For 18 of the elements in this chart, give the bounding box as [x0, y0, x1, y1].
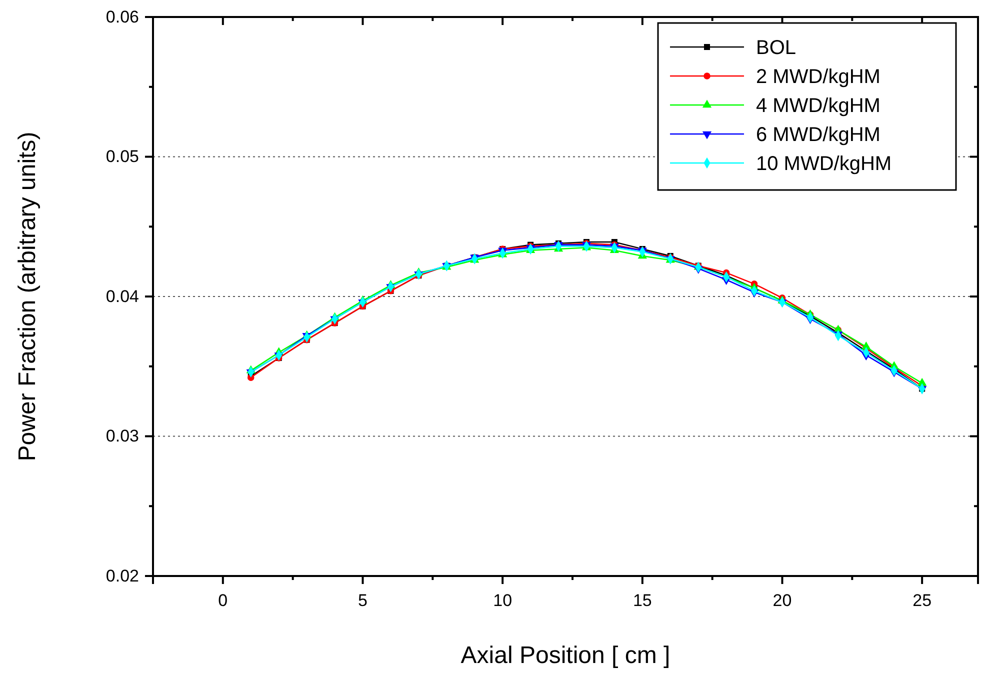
y-tick-label: 0.02	[106, 566, 139, 586]
x-tick-label: 10	[493, 591, 512, 610]
legend-label: BOL	[756, 37, 796, 59]
legend-label: 6 MWD/kgHM	[756, 124, 880, 146]
x-axis-title: Axial Position [ cm ]	[460, 642, 670, 669]
x-tick-label: 25	[912, 591, 932, 610]
legend-label: 10 MWD/kgHM	[756, 153, 892, 175]
legend-label: 2 MWD/kgHM	[756, 66, 880, 88]
x-tick-label: 15	[632, 591, 652, 610]
legend-label: 4 MWD/kgHM	[756, 95, 880, 117]
x-tick-label: 0	[218, 591, 228, 610]
y-tick-label: 0.03	[106, 426, 139, 446]
y-tick-label: 0.05	[106, 147, 139, 166]
x-tick-label: 5	[358, 591, 368, 610]
y-tick-label: 0.04	[106, 286, 139, 306]
y-axis-title: Power Fraction (arbitrary units)	[14, 132, 41, 462]
y-tick-label: 0.06	[106, 7, 139, 26]
x-tick-label: 20	[772, 591, 792, 610]
